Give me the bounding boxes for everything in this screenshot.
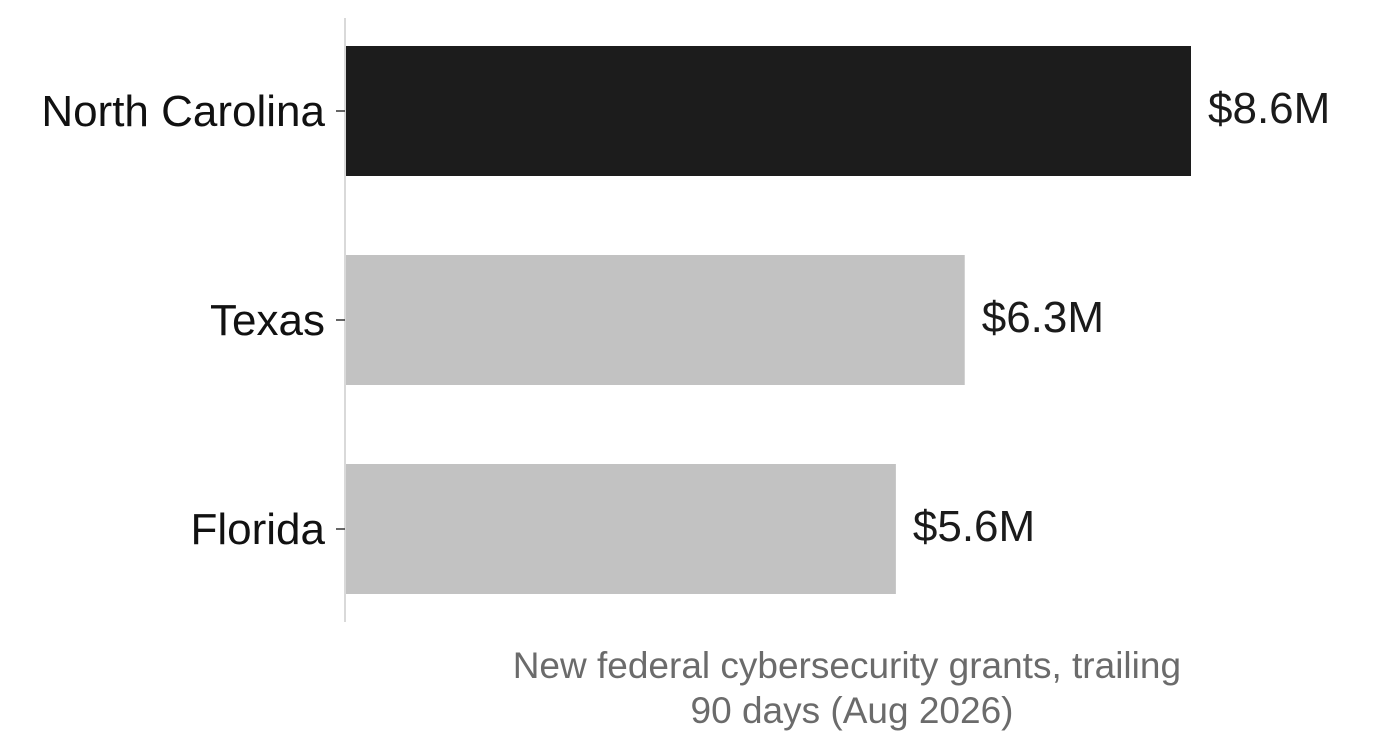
value-label-north-carolina: $8.6M (1208, 84, 1330, 133)
category-labels-group: North Carolina Texas Florida (41, 87, 325, 554)
bar-florida (346, 464, 896, 594)
value-label-florida: $5.6M (913, 502, 1035, 551)
value-labels-group: $8.6M $6.3M $5.6M (913, 84, 1330, 551)
bar-north-carolina (346, 46, 1191, 176)
x-axis-label-line-2: 90 days (Aug 2026) (691, 690, 1014, 731)
x-axis-label-line-1: New federal cybersecurity grants, traili… (513, 645, 1181, 686)
category-label-texas: Texas (210, 296, 325, 345)
x-axis-label: New federal cybersecurity grants, traili… (513, 645, 1192, 731)
category-label-florida: Florida (191, 505, 326, 554)
value-label-texas: $6.3M (982, 293, 1104, 342)
category-label-north-carolina: North Carolina (41, 87, 325, 136)
bars-group (346, 46, 1191, 594)
y-ticks-group (336, 110, 345, 530)
bar-texas (346, 255, 965, 385)
